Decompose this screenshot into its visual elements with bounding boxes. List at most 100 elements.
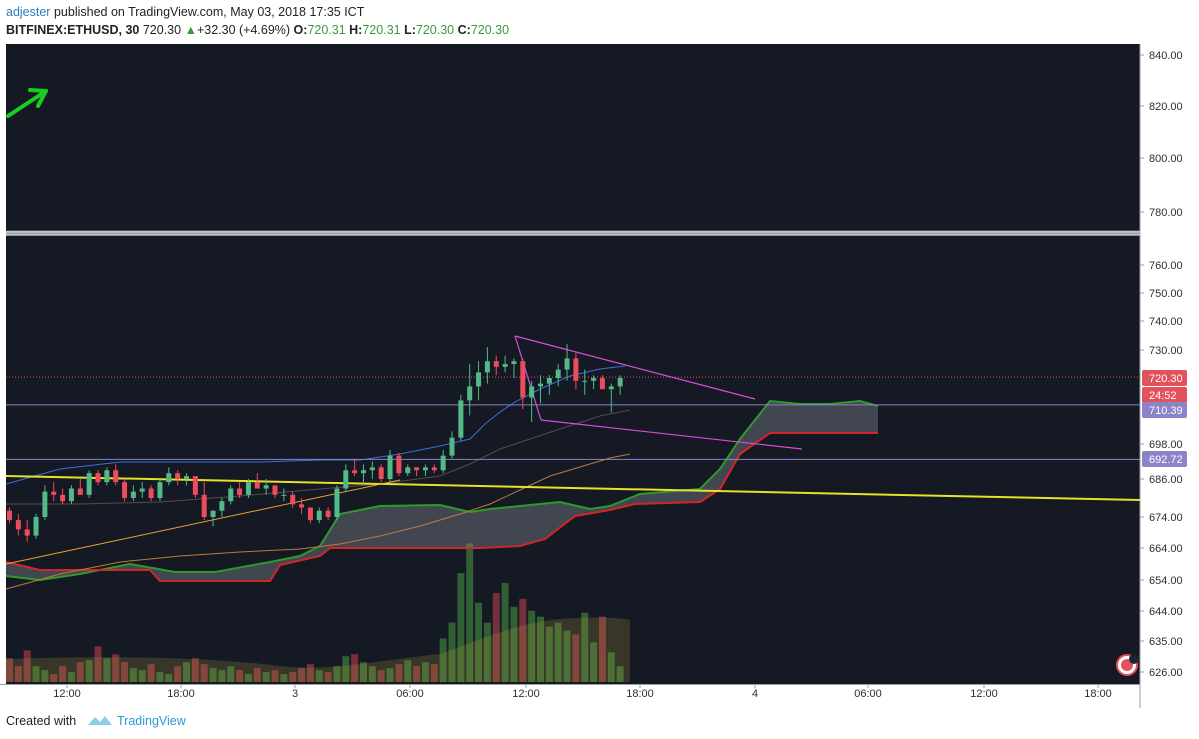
chart-pane[interactable]: [6, 44, 1140, 684]
candle[interactable]: [316, 510, 322, 521]
candle[interactable]: [68, 488, 74, 502]
candle[interactable]: [95, 473, 101, 483]
price-tag[interactable]: [1142, 451, 1187, 467]
candle[interactable]: [77, 488, 83, 495]
candle[interactable]: [458, 400, 464, 438]
close-label: C:: [457, 23, 471, 37]
candle[interactable]: [139, 488, 145, 492]
chart-header: adjester published on TradingView.com, M…: [0, 0, 1199, 44]
candle[interactable]: [431, 467, 437, 471]
candle[interactable]: [440, 455, 446, 471]
candle[interactable]: [573, 358, 579, 381]
candle[interactable]: [599, 378, 605, 390]
candle[interactable]: [272, 485, 278, 495]
candle[interactable]: [51, 491, 57, 495]
candle[interactable]: [290, 494, 296, 505]
candle[interactable]: [520, 361, 526, 398]
candle[interactable]: [157, 482, 163, 498]
candle[interactable]: [414, 467, 420, 471]
candle[interactable]: [449, 437, 455, 456]
publish-line: adjester published on TradingView.com, M…: [6, 5, 364, 19]
axis-labels: 840.00 820.00 800.00 780.00 760.00 750.00 740.…: [53, 50, 1182, 700]
time-axis[interactable]: [0, 684, 1140, 708]
candle[interactable]: [617, 378, 623, 387]
volume-bar: [377, 670, 385, 682]
slow-ma-line: [6, 409, 631, 505]
orange-trendline[interactable]: [5, 479, 401, 565]
candle[interactable]: [352, 470, 358, 474]
wedge-lower-line[interactable]: [540, 419, 803, 450]
candle[interactable]: [502, 364, 508, 367]
candle[interactable]: [608, 386, 614, 390]
candle[interactable]: [307, 507, 313, 521]
candle[interactable]: [369, 467, 375, 471]
candle[interactable]: [175, 473, 181, 479]
candle[interactable]: [15, 520, 21, 530]
candle[interactable]: [254, 482, 260, 489]
candle[interactable]: [122, 482, 128, 498]
candle[interactable]: [130, 491, 136, 498]
candle[interactable]: [529, 386, 535, 398]
candle[interactable]: [467, 386, 473, 401]
candle[interactable]: [148, 488, 154, 499]
wedge-upper-line[interactable]: [514, 335, 756, 400]
candle[interactable]: [361, 470, 366, 474]
high-value: 720.31: [362, 23, 401, 37]
volume-bar: [519, 598, 527, 682]
candle[interactable]: [201, 494, 207, 517]
price-axis-label: 626.00: [1149, 667, 1183, 679]
candle[interactable]: [7, 510, 12, 521]
candle[interactable]: [113, 470, 119, 483]
candle[interactable]: [24, 529, 30, 536]
candle[interactable]: [538, 383, 543, 387]
candle[interactable]: [166, 473, 172, 483]
candle[interactable]: [42, 491, 48, 517]
candle[interactable]: [60, 494, 66, 502]
candle[interactable]: [263, 485, 269, 489]
candle[interactable]: [422, 467, 428, 471]
candle[interactable]: [325, 510, 331, 517]
candle[interactable]: [192, 476, 198, 495]
wedge-left-line[interactable]: [514, 335, 542, 421]
candle[interactable]: [555, 369, 561, 378]
drawings-layer: [5, 230, 1141, 565]
price-tag[interactable]: [1142, 387, 1187, 403]
candle[interactable]: [484, 361, 490, 373]
candle[interactable]: [511, 361, 517, 364]
volume-bar: [94, 646, 102, 682]
candle[interactable]: [334, 488, 340, 518]
candle[interactable]: [33, 517, 39, 536]
candle[interactable]: [564, 358, 570, 370]
candle[interactable]: [378, 467, 384, 479]
candle[interactable]: [582, 380, 588, 382]
candle[interactable]: [476, 372, 482, 387]
candle[interactable]: [405, 467, 411, 474]
tradingview-logo-icon[interactable]: [87, 713, 113, 729]
candle[interactable]: [343, 470, 349, 489]
candle[interactable]: [184, 476, 189, 479]
candle[interactable]: [210, 510, 216, 517]
author-link[interactable]: adjester: [6, 5, 51, 19]
candle[interactable]: [228, 488, 234, 502]
tradingview-link[interactable]: TradingView: [117, 714, 186, 728]
price-tag[interactable]: [1142, 402, 1187, 418]
candle[interactable]: [237, 488, 243, 495]
candle[interactable]: [387, 455, 393, 479]
candle[interactable]: [86, 473, 92, 495]
price-tag[interactable]: [1142, 370, 1187, 386]
candle[interactable]: [493, 361, 499, 367]
candle[interactable]: [396, 455, 402, 474]
candle[interactable]: [299, 504, 305, 508]
candle[interactable]: [591, 378, 597, 381]
alert-badge-icon[interactable]: [1116, 654, 1139, 676]
volume-bar: [218, 670, 226, 682]
change-value: +32.30 (+4.69%): [196, 23, 291, 37]
baseline-ma-line: [5, 453, 631, 590]
price-axis-label: 698.00: [1149, 439, 1183, 451]
candle[interactable]: [245, 482, 251, 495]
candle[interactable]: [546, 378, 552, 384]
price-chart[interactable]: 840.00 820.00 800.00 780.00 760.00 750.00 740.…: [0, 44, 1199, 708]
candle[interactable]: [104, 470, 110, 483]
candle[interactable]: [281, 494, 287, 496]
candle[interactable]: [219, 501, 225, 511]
